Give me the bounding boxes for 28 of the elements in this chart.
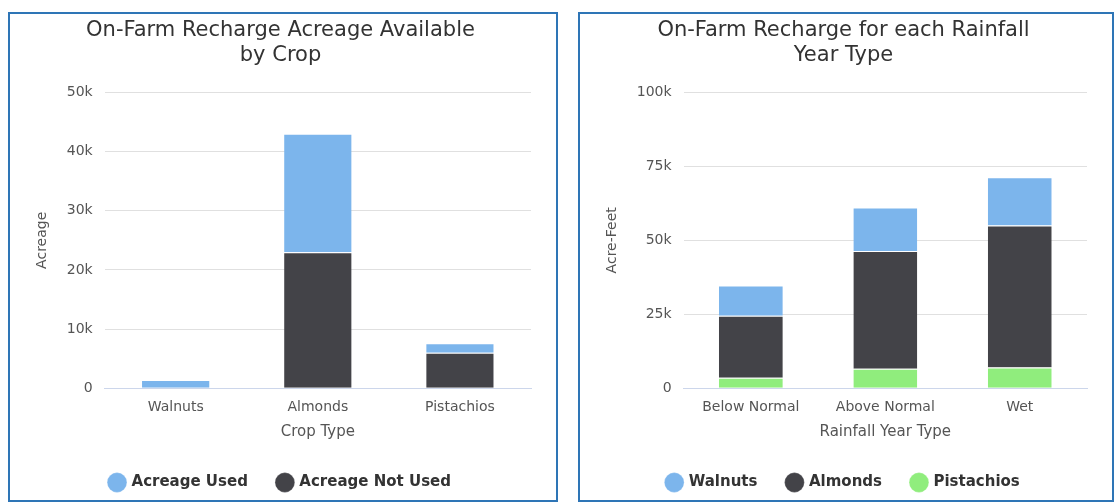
y-axis-title: Acre-Feet: [603, 206, 620, 274]
y-tick-label: 10k: [66, 319, 94, 336]
y-tick-label: 30k: [66, 201, 94, 218]
legend-label: Acreage Not Used: [299, 472, 451, 491]
y-tick-label: 0: [83, 378, 93, 395]
legend-label: Walnuts: [688, 472, 758, 491]
y-tick-label: 75k: [645, 156, 673, 173]
y-tick-label: 50k: [66, 83, 94, 100]
x-tick-label: Wet: [1006, 398, 1034, 415]
x-axis-title: Rainfall Year Type: [819, 421, 952, 440]
chart-title: On-Farm Recharge for each Rainfall Year Type: [657, 17, 1030, 67]
y-tick-label: 20k: [66, 260, 94, 277]
legend-label: Almonds: [808, 472, 883, 491]
y-tick-label: 25k: [645, 304, 673, 321]
x-tick-label: Walnuts: [147, 398, 204, 415]
x-tick-label: Above Normal: [835, 398, 935, 415]
legend-label: Acreage Used: [131, 472, 248, 491]
x-tick-label: Below Normal: [702, 398, 800, 415]
x-tick-label: Almonds: [287, 398, 349, 415]
y-tick-label: 0: [662, 378, 672, 395]
y-tick-label: 40k: [66, 142, 94, 159]
x-tick-label: Pistachios: [425, 398, 495, 415]
y-tick-label: 100k: [636, 83, 673, 100]
legend-label: Pistachios: [933, 472, 1020, 491]
x-axis-title: Crop Type: [280, 421, 355, 440]
y-tick-label: 50k: [645, 230, 673, 247]
chart-title: On-Farm Recharge Acreage Available by Crop: [86, 17, 475, 67]
y-axis-title: Acreage: [33, 211, 50, 269]
